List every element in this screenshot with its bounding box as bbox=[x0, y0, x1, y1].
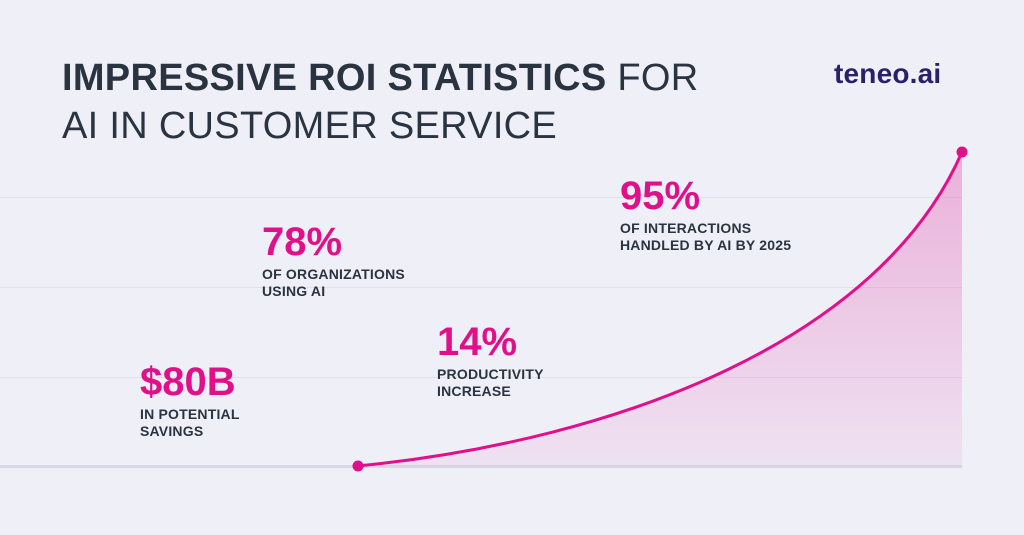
title-light-1: FOR bbox=[617, 57, 699, 99]
stat-description: IN POTENTIAL SAVINGS bbox=[140, 406, 240, 439]
stat-description: OF ORGANIZATIONS USING AI bbox=[262, 266, 405, 299]
stat-value: 78% bbox=[262, 220, 343, 264]
grid-line bbox=[0, 377, 962, 378]
stat-organizations: 78% OF ORGANIZATIONS USING AI bbox=[262, 222, 405, 300]
stat-value: 14% bbox=[437, 320, 518, 364]
grid-line bbox=[0, 197, 962, 198]
stat-productivity: 14% PRODUCTIVITY INCREASE bbox=[437, 322, 544, 400]
curve-start-point bbox=[352, 460, 364, 472]
curve-area bbox=[358, 152, 962, 466]
page-title: IMPRESSIVE ROI STATISTICS FOR AI IN CUST… bbox=[62, 54, 698, 150]
title-light-2: AI IN CUSTOMER SERVICE bbox=[62, 105, 558, 147]
stat-description: OF INTERACTIONS HANDLED BY AI BY 2025 bbox=[620, 220, 792, 253]
curve-line bbox=[357, 151, 964, 468]
grid-line bbox=[0, 287, 962, 288]
stat-value: $80B bbox=[140, 360, 236, 404]
baseline bbox=[0, 465, 962, 468]
title-bold: IMPRESSIVE ROI STATISTICS bbox=[62, 57, 607, 99]
stat-description: PRODUCTIVITY INCREASE bbox=[437, 366, 544, 399]
stat-value: 95% bbox=[620, 174, 701, 218]
stat-interactions: 95% OF INTERACTIONS HANDLED BY AI BY 202… bbox=[620, 176, 791, 254]
curve-end-point bbox=[956, 146, 968, 158]
stat-savings: $80B IN POTENTIAL SAVINGS bbox=[140, 362, 240, 440]
teneo-logo: teneo.ai bbox=[834, 58, 942, 89]
